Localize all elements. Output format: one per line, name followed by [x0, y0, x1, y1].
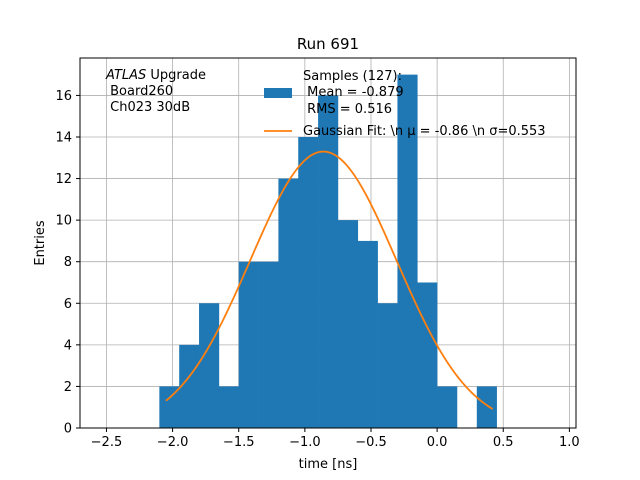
x-tick-label-3: −1.0 [289, 435, 321, 450]
y-tick-label-8: 16 [55, 89, 72, 104]
x-tick-label-0: −2.5 [91, 435, 123, 450]
histogram-bar-14 [437, 386, 458, 428]
x-tick-label-6: 0.5 [493, 435, 514, 450]
legend-samples-swatch [264, 88, 292, 98]
legend: Samples (127): Mean = -0.879 RMS = 0.516… [264, 69, 546, 139]
annotation-line-2: Board260 [106, 84, 173, 99]
annotation-upgrade: Upgrade [146, 68, 206, 83]
annotation-line-1: ATLAS Upgrade [105, 68, 206, 83]
axis-ticks: −2.5 −2.0 −1.5 −1.0 −0.5 0.0 0.5 1.0 0 2 4 6 8 10 12 14… [55, 89, 579, 450]
histogram-bar-8 [318, 95, 339, 428]
x-axis-label: time [ns] [299, 457, 358, 472]
y-tick-label-2: 4 [64, 338, 72, 353]
gaussian-fit-line [165, 150, 494, 410]
y-tick-label-6: 12 [55, 172, 72, 187]
x-tick-label-2: −1.5 [223, 435, 255, 450]
histogram-bar-11 [377, 303, 398, 428]
x-tick-label-1: −2.0 [157, 435, 189, 450]
y-tick-label-5: 10 [55, 214, 72, 229]
y-tick-label-4: 8 [64, 255, 72, 270]
plot-frame [79, 57, 577, 429]
atlas-annotation: ATLAS Upgrade Board260 Ch023 30dB [105, 68, 206, 115]
y-axis-label: Entries [33, 220, 48, 266]
gaussian-fit [165, 150, 494, 410]
x-tick-label-7: 1.0 [559, 435, 580, 450]
histogram-bar-0 [159, 386, 180, 428]
legend-fit-label: Gaussian Fit: \n μ = -0.86 \n σ=0.553 [303, 124, 546, 139]
legend-samples-line-3: RMS = 0.516 [303, 102, 392, 117]
histogram-bar-3 [218, 386, 240, 428]
histogram-bar-1 [179, 344, 200, 428]
histogram-bar-10 [357, 240, 378, 428]
legend-samples-line-2: Mean = -0.879 [303, 85, 404, 100]
legend-samples-line-1: Samples (127): [303, 69, 402, 84]
y-tick-label-3: 6 [64, 297, 72, 312]
histogram-bar-4 [238, 261, 259, 428]
x-tick-label-4: −0.5 [355, 435, 387, 450]
y-tick-label-7: 14 [55, 130, 72, 145]
y-tick-label-0: 0 [64, 422, 72, 437]
histogram-bar-5 [258, 261, 279, 428]
chart-title: Run 691 [297, 35, 359, 53]
histogram-bar-16 [476, 386, 497, 428]
annotation-line-3: Ch023 30dB [106, 100, 190, 115]
histogram-bar-9 [337, 220, 359, 428]
histogram-bar-2 [199, 303, 220, 428]
histogram-bar-13 [417, 282, 438, 428]
annotation-atlas: ATLAS [105, 68, 146, 83]
histogram-bars [159, 74, 497, 428]
histogram-bar-6 [278, 178, 299, 428]
histogram-bar-7 [298, 136, 319, 428]
y-tick-label-1: 2 [64, 380, 72, 395]
histogram-bar-12 [397, 74, 418, 428]
x-tick-label-5: 0.0 [427, 435, 448, 450]
